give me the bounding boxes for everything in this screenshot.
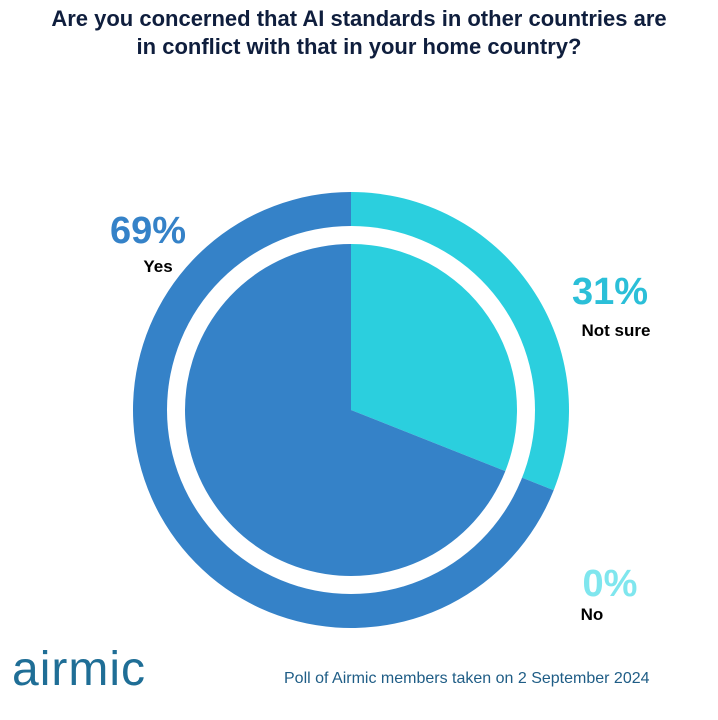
- inner-pie: [184, 244, 517, 576]
- category-label-not-sure: Not sure: [582, 321, 651, 340]
- slice-labels: 31% Not sure 69% Yes 0%No: [110, 210, 651, 624]
- airmic-logo: airmic: [12, 643, 146, 696]
- pie-slice-yes: [184, 244, 506, 576]
- category-label-yes: Yes: [143, 257, 172, 276]
- chart-title: Are you concerned that AI standards in o…: [51, 6, 667, 59]
- pie-slice-not-sure: [351, 244, 517, 472]
- percent-label-no: 0%: [583, 563, 638, 605]
- percent-label-not-sure: 31%: [572, 271, 648, 313]
- percent-label-yes: 69%: [110, 210, 186, 252]
- poll-note: Poll of Airmic members taken on 2 Septem…: [284, 670, 650, 687]
- category-label-no: No: [581, 605, 604, 624]
